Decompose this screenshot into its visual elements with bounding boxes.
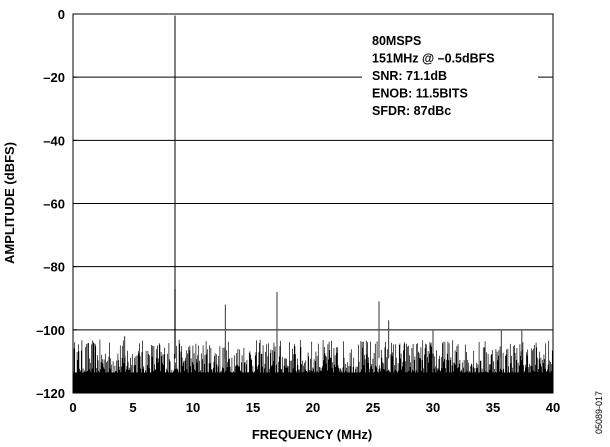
x-tick-label: 40: [546, 400, 560, 415]
figure-id: 05089-017: [594, 391, 604, 434]
annotation-line: SNR: 71.1dB: [372, 69, 447, 83]
x-tick-label: 25: [366, 400, 380, 415]
annotation-text: 80MSPS 151MHz @ –0.5dBFS SNR: 71.1dB ENOB: …: [372, 34, 495, 118]
annotation-line: SFDR: 87dBc: [372, 104, 451, 118]
x-axis-ticks: 0 5 10 15 20 25 30 35 40: [69, 389, 560, 415]
annotation-line: ENOB: 11.5BITS: [372, 87, 468, 101]
y-tick-label: –80: [43, 260, 65, 275]
y-tick-label: –60: [43, 197, 65, 212]
y-tick-label: –100: [36, 323, 65, 338]
x-tick-label: 20: [306, 400, 320, 415]
y-tick-label: –40: [43, 133, 65, 148]
noise-floor: [73, 339, 554, 393]
annotation-line: 80MSPS: [372, 34, 421, 48]
annotation-box: [362, 27, 538, 127]
y-axis-ticks: 0 –20 –40 –60 –80 –100 –120: [36, 7, 77, 401]
x-tick-label: 10: [186, 400, 200, 415]
x-tick-label: 15: [246, 400, 260, 415]
annotation-line: 151MHz @ –0.5dBFS: [372, 52, 495, 66]
y-axis-title: AMPLITUDE (dBFS): [2, 142, 17, 264]
x-tick-label: 30: [426, 400, 440, 415]
noise-floor-fill: [73, 372, 553, 393]
x-tick-label: 35: [486, 400, 500, 415]
x-tick-label: 5: [129, 400, 136, 415]
y-tick-label: –120: [36, 386, 65, 401]
y-tick-label: –20: [43, 70, 65, 85]
x-tick-label: 0: [69, 400, 76, 415]
x-axis-title: FREQUENCY (MHz): [252, 427, 372, 442]
y-tick-label: 0: [58, 7, 65, 22]
